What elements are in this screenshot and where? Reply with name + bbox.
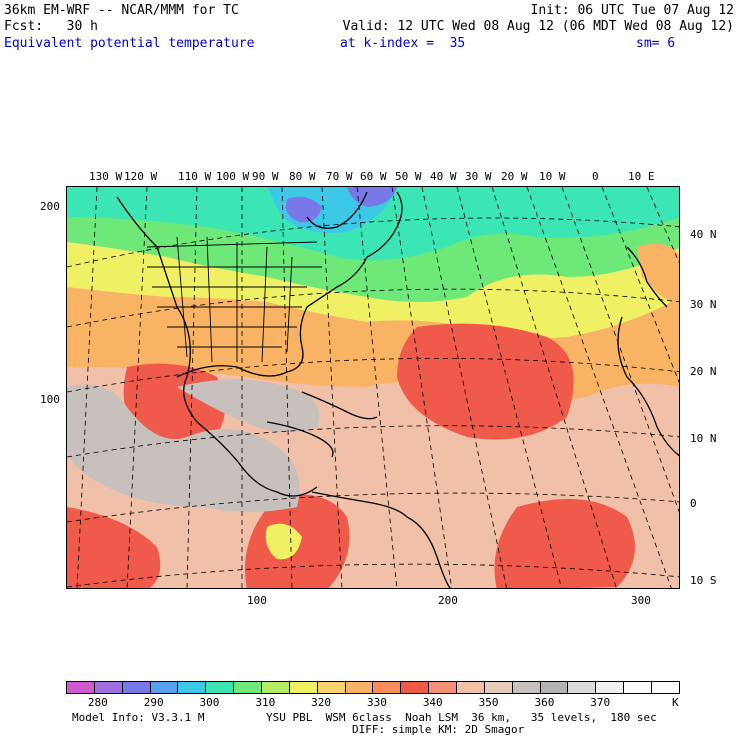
colorbar-segment <box>206 682 235 693</box>
colorbar-segment <box>122 682 151 693</box>
lat-tick: 40 N <box>690 228 717 241</box>
colorbar-label: 320 <box>311 696 332 709</box>
colorbar-segment <box>540 682 569 693</box>
lon-tick: 10 W <box>539 170 566 183</box>
colorbar-segment <box>401 682 430 693</box>
colorbar-segment <box>624 682 653 693</box>
colorbar-segment <box>652 682 679 693</box>
colorbar-segment <box>94 682 123 693</box>
grid-x-tick: 300 <box>631 594 651 607</box>
field-yellow-band <box>67 242 679 339</box>
colorbar <box>66 681 680 694</box>
colorbar-label: 340 <box>422 696 443 709</box>
state-borders <box>146 236 322 363</box>
colorbar-label: 290 <box>143 696 164 709</box>
field-europe <box>637 243 679 307</box>
colorbar-label: 280 <box>87 696 108 709</box>
lat-tick: 20 N <box>690 365 717 378</box>
lon-tick: 80 W <box>289 170 316 183</box>
grid-y-tick: 200 <box>40 200 60 213</box>
init-time: Init: 06 UTC Tue 07 Aug 12 <box>530 3 735 18</box>
colorbar-segment <box>317 682 346 693</box>
lon-tick: 20 W <box>501 170 528 183</box>
valid-time: Valid: 12 UTC Wed 08 Aug 12 (06 MDT Wed … <box>342 19 734 34</box>
colorbar-segment <box>568 682 597 693</box>
colorbar-segment <box>512 682 541 693</box>
colorbar-segment <box>484 682 513 693</box>
colorbar-segment <box>67 682 95 693</box>
lon-tick: 0 <box>592 170 599 183</box>
colorbar-segment <box>373 682 402 693</box>
lat-tick: 0 <box>690 497 697 510</box>
lon-tick: 130 W <box>89 170 123 183</box>
colorbar-label: 360 <box>534 696 555 709</box>
smoothing: sm= 6 <box>636 36 676 51</box>
colorbar-segment <box>289 682 318 693</box>
colorbar-label: 300 <box>199 696 220 709</box>
model-title: 36km EM-WRF -- NCAR/MMM for TC <box>4 3 239 18</box>
colorbar-segment <box>178 682 207 693</box>
lon-tick: 60 W <box>360 170 387 183</box>
field-cold-band <box>67 187 679 261</box>
colorbar-segment <box>596 682 625 693</box>
field-grey-gulfmex <box>177 379 319 432</box>
lon-tick: 70 W <box>326 170 353 183</box>
field-coldest <box>285 196 322 223</box>
lat-tick: 10 S <box>690 574 717 587</box>
colorbar-label: K <box>672 696 679 709</box>
colorbar-label: 330 <box>367 696 387 709</box>
grid-x-tick: 200 <box>438 594 458 607</box>
grid-y-tick: 100 <box>40 393 60 406</box>
grid-x-tick: 100 <box>247 594 267 607</box>
lon-tick: 50 W <box>395 170 422 183</box>
field-grey-gulf <box>67 384 300 512</box>
colorbar-segment <box>457 682 485 693</box>
colorbar-segment <box>262 682 290 693</box>
field-red-central <box>397 323 574 440</box>
field-red-pacific <box>67 507 161 588</box>
model-info: Model Info: V3.3.1 M <box>72 711 205 724</box>
lon-tick: 100 W <box>216 170 250 183</box>
lon-tick: 30 W <box>465 170 492 183</box>
lon-tick: 10 E <box>628 170 655 183</box>
colorbar-label: 350 <box>478 696 499 709</box>
lon-tick: 110 W <box>178 170 212 183</box>
field-coldest-2 <box>347 187 397 207</box>
field-yellow-spot <box>265 523 302 560</box>
theta-e-map <box>66 186 680 589</box>
lon-tick: 120 W <box>124 170 158 183</box>
physics-info: YSU PBL WSM 6class Noah LSM 36 km, 35 le… <box>266 711 657 724</box>
map-svg <box>67 187 679 588</box>
colorbar-segment <box>234 682 263 693</box>
colorbar-label: 370 <box>590 696 611 709</box>
colorbar-segment <box>429 682 458 693</box>
lat-tick: 30 N <box>690 298 717 311</box>
field-name: Equivalent potential temperature <box>4 36 255 51</box>
field-red-south <box>494 499 635 588</box>
forecast-hour: Fcst: 30 h <box>4 19 98 34</box>
colorbar-label: 310 <box>255 696 276 709</box>
diffusion-info: DIFF: simple KM: 2D Smagor <box>352 723 525 736</box>
lon-tick: 40 W <box>430 170 457 183</box>
lon-tick: 90 W <box>252 170 279 183</box>
lat-tick: 10 N <box>690 432 717 445</box>
graticule <box>67 187 679 588</box>
colorbar-segment <box>345 682 374 693</box>
colorbar-segment <box>150 682 179 693</box>
k-index: at k-index = 35 <box>340 36 466 51</box>
